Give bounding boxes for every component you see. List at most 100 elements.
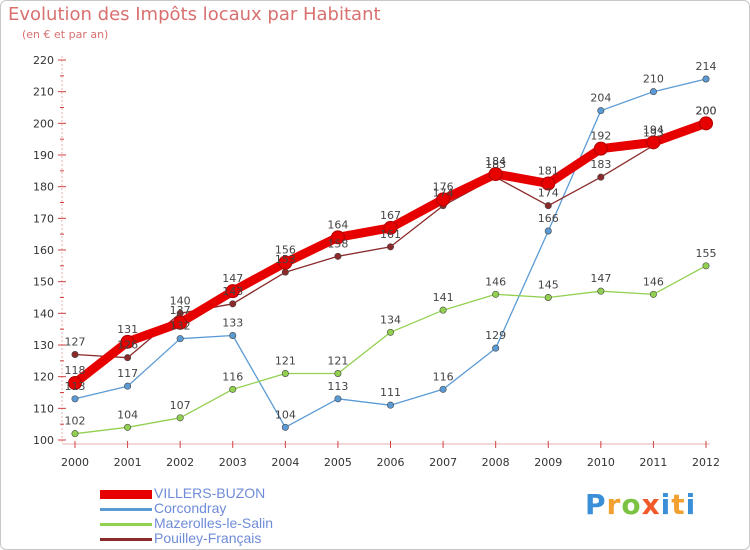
series-point-2 bbox=[229, 385, 237, 393]
data-label: 137 bbox=[170, 304, 191, 317]
series-point-0 bbox=[173, 315, 188, 330]
data-label: 158 bbox=[327, 237, 348, 250]
legend-swatch bbox=[100, 523, 152, 526]
series-point-1 bbox=[281, 423, 289, 431]
data-label: 200 bbox=[696, 104, 717, 117]
legend-label: Pouilley-Français bbox=[154, 530, 262, 546]
y-tick-label: 140 bbox=[33, 307, 54, 320]
data-label: 129 bbox=[485, 329, 506, 342]
data-label: 193 bbox=[643, 127, 664, 140]
data-label: 141 bbox=[433, 291, 454, 304]
data-label: 111 bbox=[380, 386, 401, 399]
data-label: 104 bbox=[117, 408, 138, 421]
x-tick-label: 2007 bbox=[429, 456, 457, 469]
x-tick-label: 2010 bbox=[587, 456, 615, 469]
data-label: 102 bbox=[65, 415, 86, 428]
data-label: 126 bbox=[117, 339, 138, 352]
series-point-2 bbox=[702, 262, 710, 270]
legend-swatch bbox=[100, 508, 152, 511]
series-point-3 bbox=[544, 202, 552, 210]
legend-label: VILLERS-BUZON bbox=[154, 485, 266, 501]
x-tick-label: 2006 bbox=[377, 456, 405, 469]
y-tick-label: 170 bbox=[33, 212, 54, 225]
data-label: 118 bbox=[65, 364, 86, 377]
series-point-1 bbox=[649, 88, 657, 96]
chart-lines bbox=[70, 78, 711, 435]
series-point-2 bbox=[649, 290, 657, 298]
data-label: 116 bbox=[433, 370, 454, 383]
chart-title: Evolution des Impôts locaux par Habitant bbox=[8, 4, 381, 25]
series-point-2 bbox=[439, 306, 447, 314]
series-point-0 bbox=[383, 220, 398, 235]
series-point-0 bbox=[68, 376, 82, 390]
series-point-3 bbox=[386, 243, 394, 251]
series-point-2 bbox=[176, 414, 184, 422]
series-point-0 bbox=[699, 116, 713, 131]
series-line-1 bbox=[74, 78, 707, 428]
series-point-2 bbox=[544, 293, 552, 301]
data-label: 113 bbox=[65, 380, 86, 393]
data-label: 210 bbox=[643, 73, 664, 86]
series-point-1 bbox=[492, 344, 500, 352]
data-label: 174 bbox=[433, 187, 454, 200]
data-label: 146 bbox=[643, 275, 664, 288]
data-label: 140 bbox=[170, 294, 191, 307]
y-tick-label: 130 bbox=[33, 339, 54, 352]
chart-axes: 100 110 120 130 140 150 160 170 180 190 200 210 220 2… bbox=[33, 54, 720, 469]
data-label: 147 bbox=[590, 272, 611, 285]
data-label: 204 bbox=[590, 92, 611, 105]
y-tick-label: 220 bbox=[33, 54, 54, 67]
series-point-1 bbox=[229, 331, 237, 339]
legend-swatch bbox=[100, 538, 152, 541]
data-label: 117 bbox=[117, 367, 138, 380]
data-label: 104 bbox=[275, 408, 296, 421]
series-point-3 bbox=[597, 173, 605, 181]
data-label: 192 bbox=[590, 130, 611, 143]
data-label: 121 bbox=[275, 355, 296, 368]
series-point-1 bbox=[71, 395, 79, 403]
series-point-0 bbox=[278, 255, 293, 270]
data-label: 153 bbox=[275, 253, 296, 266]
series-point-2 bbox=[492, 290, 500, 298]
series-point-3 bbox=[334, 252, 342, 260]
data-label: 147 bbox=[222, 272, 243, 285]
series-point-2 bbox=[334, 369, 342, 377]
series-point-2 bbox=[124, 423, 132, 431]
series-point-1 bbox=[176, 335, 184, 343]
series-point-0 bbox=[120, 334, 135, 349]
series-point-3 bbox=[71, 350, 79, 358]
series-line-0 bbox=[70, 118, 711, 388]
x-tick-label: 2003 bbox=[219, 456, 247, 469]
data-label: 161 bbox=[380, 228, 401, 241]
series-point-1 bbox=[334, 395, 342, 403]
data-label: 181 bbox=[538, 165, 559, 178]
data-label: 132 bbox=[170, 320, 191, 333]
data-label: 145 bbox=[538, 279, 559, 292]
data-label: 166 bbox=[538, 212, 559, 225]
series-point-0 bbox=[593, 141, 608, 156]
data-label: 107 bbox=[170, 399, 191, 412]
data-label: 200 bbox=[696, 104, 717, 117]
series-point-1 bbox=[702, 75, 710, 83]
data-label: 184 bbox=[485, 155, 506, 168]
chart-data-labels: 113 117 132 133 104 113 111 116 129 166 204 210 214 1… bbox=[65, 60, 717, 428]
data-label: 176 bbox=[433, 180, 454, 193]
series-point-1 bbox=[124, 382, 132, 390]
series-point-2 bbox=[71, 430, 79, 438]
chart-subtitle: (en € et par an) bbox=[22, 28, 109, 41]
data-label: 156 bbox=[275, 244, 296, 257]
data-label: 134 bbox=[380, 313, 401, 326]
x-tick-label: 2012 bbox=[692, 456, 720, 469]
data-label: 174 bbox=[538, 187, 559, 200]
y-tick-label: 120 bbox=[33, 371, 54, 384]
y-tick-label: 160 bbox=[33, 244, 54, 257]
data-label: 183 bbox=[590, 158, 611, 171]
data-label: 164 bbox=[327, 218, 348, 231]
series-point-1 bbox=[386, 401, 394, 409]
x-tick-label: 2002 bbox=[166, 456, 194, 469]
proxiti-logo: Proxiti bbox=[585, 488, 697, 521]
x-tick-label: 2000 bbox=[61, 456, 89, 469]
x-tick-label: 2008 bbox=[482, 456, 510, 469]
